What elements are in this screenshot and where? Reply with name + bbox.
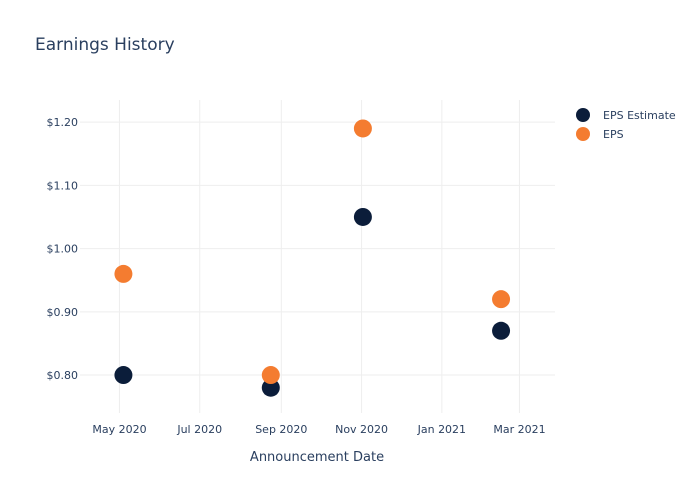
- x-tick-label: Mar 2021: [493, 423, 545, 436]
- x-axis-title: Announcement Date: [250, 450, 384, 465]
- eps-estimate-point[interactable]: [114, 366, 133, 385]
- eps-estimate-point[interactable]: [261, 378, 280, 397]
- legend-label-eps[interactable]: EPS: [603, 128, 624, 141]
- y-tick-label: $0.90: [47, 306, 79, 319]
- eps-point[interactable]: [114, 264, 133, 283]
- tick-layer: $0.80 $0.90 $1.00 $1.10 $1.20 May 2020 Jul 202…: [47, 116, 546, 436]
- y-tick-label: $1.00: [47, 243, 79, 256]
- x-tick-label: Nov 2020: [335, 423, 388, 436]
- x-tick-label: Jan 2021: [417, 423, 466, 436]
- grid-layer: [80, 100, 555, 413]
- x-tick-label: Sep 2020: [255, 423, 307, 436]
- point-layer: [114, 119, 511, 397]
- x-tick-label: Jul 2020: [176, 423, 222, 436]
- y-tick-label: $1.20: [47, 116, 79, 129]
- eps-point[interactable]: [353, 119, 372, 138]
- x-tick-label: May 2020: [92, 423, 146, 436]
- eps-estimate-point[interactable]: [492, 321, 511, 340]
- chart-title: Earnings History: [35, 35, 175, 55]
- eps-point[interactable]: [492, 290, 511, 309]
- legend[interactable]: EPS Estimate EPS: [576, 108, 676, 141]
- eps-point[interactable]: [261, 366, 280, 385]
- y-tick-label: $0.80: [47, 369, 79, 382]
- legend-label-eps-estimate[interactable]: EPS Estimate: [603, 109, 676, 122]
- eps-estimate-point[interactable]: [353, 207, 372, 226]
- y-tick-label: $1.10: [47, 179, 79, 192]
- legend-marker-eps-estimate[interactable]: [576, 108, 590, 122]
- legend-marker-eps[interactable]: [576, 127, 590, 141]
